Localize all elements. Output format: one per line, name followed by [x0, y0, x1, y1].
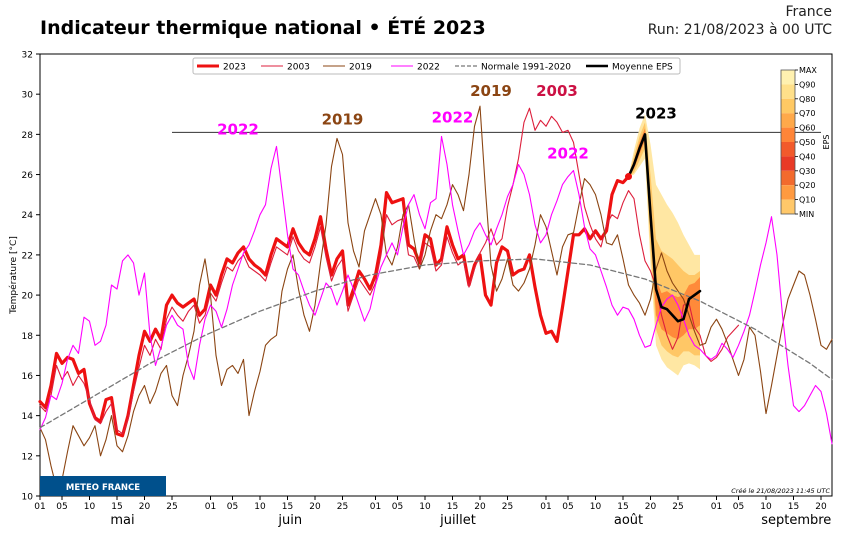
legend-label-2019: 2019 — [349, 63, 372, 73]
x-tick-label: 01 — [34, 502, 45, 512]
month-label-juillet: juillet — [439, 513, 476, 528]
colorbar-label-q60: Q60 — [799, 124, 815, 133]
annotation-2022: 2022 — [432, 108, 474, 126]
annotation-2019: 2019 — [322, 110, 364, 128]
x-tick-label: 15 — [617, 502, 628, 512]
legend-box — [192, 57, 681, 75]
x-tick-label: 20 — [139, 502, 151, 512]
y-tick-label: 24 — [22, 211, 34, 221]
colorbar-cell — [781, 185, 795, 200]
x-tick-label: 25 — [337, 502, 348, 512]
credit-text: Créé le 21/08/2023 11:45 UTC — [731, 487, 830, 495]
y-tick-label: 30 — [22, 91, 34, 101]
colorbar-label-q10: Q10 — [799, 196, 815, 205]
y-tick-label: 12 — [22, 452, 33, 462]
colorbar-cell — [781, 156, 795, 171]
y-axis-label: Température [°C] — [8, 236, 19, 315]
y-tick-label: 20 — [22, 292, 34, 302]
x-tick-label: 01 — [711, 502, 722, 512]
x-tick-label: 15 — [282, 502, 293, 512]
colorbar-cell — [781, 113, 795, 128]
x-tick-label: 01 — [370, 502, 381, 512]
x-tick-label: 05 — [56, 502, 67, 512]
x-tick-label: 10 — [760, 502, 772, 512]
annotation-2022: 2022 — [547, 144, 589, 162]
month-label-juin: juin — [277, 513, 302, 528]
x-tick-label: 10 — [84, 502, 96, 512]
colorbar-cell — [781, 127, 795, 142]
y-tick-label: 32 — [22, 51, 33, 61]
colorbar-label-q90: Q90 — [799, 80, 815, 89]
x-tick-label: 20 — [474, 502, 486, 512]
series-line-2019 — [39, 105, 833, 489]
month-label-ao-t: août — [614, 513, 643, 528]
colorbar-cell — [781, 84, 795, 99]
legend-label-2023: 2023 — [223, 63, 246, 73]
series-line-2023 — [38, 175, 631, 438]
x-tick-label: 10 — [419, 502, 431, 512]
y-tick-label: 10 — [22, 493, 34, 503]
series-line-moyenne-eps — [627, 133, 702, 323]
chart-title: Indicateur thermique national • ÉTÉ 2023 — [40, 17, 486, 39]
region-label: France — [785, 4, 832, 20]
colorbar-label-min: MIN — [799, 210, 814, 219]
colorbar-label-q80: Q80 — [799, 95, 815, 104]
x-tick-label: 25 — [672, 502, 683, 512]
series-line-2022 — [39, 135, 833, 445]
legend-label-2003: 2003 — [287, 63, 310, 73]
x-tick-label: 25 — [502, 502, 513, 512]
colorbar-label-q30: Q30 — [799, 167, 815, 176]
colorbar-label-q50: Q50 — [799, 138, 815, 147]
x-tick-label: 01 — [540, 502, 551, 512]
series-line-normale-1991-2020 — [39, 258, 833, 429]
x-tick-label: 10 — [590, 502, 602, 512]
colorbar-label-max: MAX — [799, 66, 817, 75]
x-tick-label: 20 — [645, 502, 657, 512]
x-tick-label: 05 — [392, 502, 403, 512]
colorbar-cell — [781, 98, 795, 114]
x-tick-label: 01 — [205, 502, 216, 512]
x-tick-label: 05 — [562, 502, 573, 512]
annotation-2022: 2022 — [217, 120, 259, 138]
y-tick-label: 22 — [22, 251, 33, 261]
x-tick-label: 10 — [254, 502, 266, 512]
colorbar-title: EPS — [822, 135, 831, 150]
colorbar-label-q70: Q70 — [799, 109, 815, 118]
colorbar-label-q40: Q40 — [799, 152, 815, 161]
y-tick-label: 14 — [22, 412, 34, 422]
month-label-septembre: septembre — [761, 513, 831, 528]
x-tick-label: 15 — [111, 502, 122, 512]
meteo-france-badge-label: METEO FRANCE — [66, 483, 140, 493]
colorbar-cell — [781, 170, 795, 186]
meteo-france-badge — [40, 476, 166, 496]
y-tick-label: 16 — [22, 372, 34, 382]
x-tick-label: 20 — [309, 502, 321, 512]
colorbar-cell — [781, 142, 795, 157]
annotation-2023: 2023 — [635, 104, 677, 122]
x-tick-label: 25 — [166, 502, 177, 512]
colorbar-cell — [781, 199, 795, 214]
legend-label-normale-1991-2020: Normale 1991-2020 — [481, 63, 571, 73]
series-line-2003 — [39, 107, 740, 435]
x-tick-label: 20 — [815, 502, 827, 512]
x-tick-label: 05 — [227, 502, 238, 512]
colorbar-label-q20: Q20 — [799, 181, 815, 190]
legend-label-moyenne-eps: Moyenne EPS — [612, 63, 673, 73]
colorbar-cell — [781, 70, 795, 85]
y-tick-label: 28 — [22, 131, 34, 141]
x-tick-label: 05 — [733, 502, 744, 512]
run-label: Run: 21/08/2023 à 00 UTC — [647, 22, 832, 38]
month-label-mai: mai — [110, 513, 134, 528]
y-tick-label: 26 — [22, 171, 34, 181]
y-tick-label: 18 — [22, 332, 34, 342]
annotation-2019: 2019 — [470, 82, 512, 100]
series-2023-last-point — [625, 173, 632, 181]
legend-label-2022: 2022 — [417, 63, 440, 73]
x-tick-label: 15 — [447, 502, 458, 512]
annotation-2003: 2003 — [536, 82, 578, 100]
x-tick-label: 15 — [788, 502, 799, 512]
